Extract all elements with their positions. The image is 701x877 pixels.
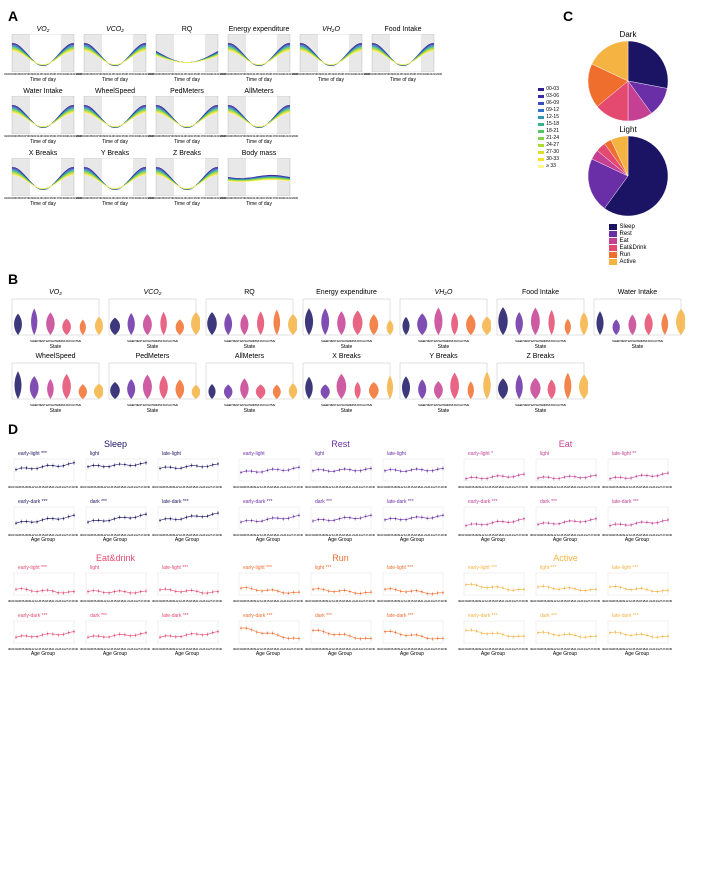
d-group-run: Runearly-light ***00-03 03-06 06-09 09-1… (233, 553, 448, 661)
chart-bodymass: Body mass01:00 03:00 05:00 07:00 09:00 1… (224, 150, 294, 210)
panel-d-label: D (8, 421, 693, 437)
violin-rq: RQSLEEP REST EAT EAT&DRINK RUN ACTIVESta… (202, 289, 297, 351)
panel-c-label: C (563, 8, 573, 24)
panel-a: VO₂01:00 03:00 05:00 07:00 09:00 11:00 1… (8, 26, 559, 210)
d-group-eat: Eatearly-light *00-03 03-06 06-09 09-12 … (458, 439, 673, 547)
chart-xbreaks: X Breaks01:00 03:00 05:00 07:00 09:00 11… (8, 150, 78, 210)
violin-foodintake: Food IntakeSLEEP REST EAT EAT&DRINK RUN … (493, 289, 588, 351)
chart-zbreaks: Z Breaks01:00 03:00 05:00 07:00 09:00 11… (152, 150, 222, 210)
pie-light-chart (588, 136, 668, 216)
violin-vco: VCO₂SLEEP REST EAT EAT&DRINK RUN ACTIVES… (105, 289, 200, 351)
chart-waterintake: Water Intake01:00 03:00 05:00 07:00 09:0… (8, 88, 78, 148)
violin-ybreaks: Y BreaksSLEEP REST EAT EAT&DRINK RUN ACT… (396, 353, 491, 415)
violin-wheelspeed: WheelSpeedSLEEP REST EAT EAT&DRINK RUN A… (8, 353, 103, 415)
state-legend: SleepRestEatEat&DrinkRunActive (609, 224, 646, 265)
chart-vo: VO₂01:00 03:00 05:00 07:00 09:00 11:00 1… (8, 26, 78, 86)
violin-vo: VO₂SLEEP REST EAT EAT&DRINK RUN ACTIVESt… (8, 289, 103, 351)
age-legend: 00-0303-0606-0909-1212-1515-1818-2121-24… (538, 86, 559, 169)
chart-foodintake: Food Intake01:00 03:00 05:00 07:00 09:00… (368, 26, 438, 86)
violin-xbreaks: X BreaksSLEEP REST EAT EAT&DRINK RUN ACT… (299, 353, 394, 415)
violin-allmeters: AllMetersSLEEP REST EAT EAT&DRINK RUN AC… (202, 353, 297, 415)
d-group-sleep: Sleepearly-light ***00-03 03-06 06-09 09… (8, 439, 223, 547)
d-group-rest: Restearly-light 00-03 03-06 06-09 09-12 … (233, 439, 448, 547)
violin-waterintake: Water IntakeSLEEP REST EAT EAT&DRINK RUN… (590, 289, 685, 351)
d-group-eatdrink: Eat&drinkearly-light ***00-03 03-06 06-0… (8, 553, 223, 661)
chart-rq: RQ01:00 03:00 05:00 07:00 09:00 11:00 13… (152, 26, 222, 86)
panel-b: VO₂SLEEP REST EAT EAT&DRINK RUN ACTIVESt… (8, 289, 693, 415)
chart-vco: VCO₂01:00 03:00 05:00 07:00 09:00 11:00 … (80, 26, 150, 86)
panel-b-label: B (8, 271, 693, 287)
violin-zbreaks: Z BreaksSLEEP REST EAT EAT&DRINK RUN ACT… (493, 353, 588, 415)
violin-vho: VH₂OSLEEP REST EAT EAT&DRINK RUN ACTIVES… (396, 289, 491, 351)
violin-energyexpenditure: Energy expenditureSLEEP REST EAT EAT&DRI… (299, 289, 394, 351)
chart-allmeters: AllMeters01:00 03:00 05:00 07:00 09:00 1… (224, 88, 294, 148)
pie-dark-chart (588, 41, 668, 121)
chart-pedmeters: PedMeters01:00 03:00 05:00 07:00 09:00 1… (152, 88, 222, 148)
violin-pedmeters: PedMetersSLEEP REST EAT EAT&DRINK RUN AC… (105, 353, 200, 415)
panel-a-label: A (8, 8, 559, 24)
chart-wheelspeed: WheelSpeed01:00 03:00 05:00 07:00 09:00 … (80, 88, 150, 148)
pie-dark: Dark (588, 30, 668, 121)
panel-d: Sleepearly-light ***00-03 03-06 06-09 09… (8, 439, 693, 661)
pie-light: Light (588, 125, 668, 216)
d-group-active: Activeearly-light ***00-03 03-06 06-09 0… (458, 553, 673, 661)
chart-energyexpenditure: Energy expenditure01:00 03:00 05:00 07:0… (224, 26, 294, 86)
chart-vho: VH₂O01:00 03:00 05:00 07:00 09:00 11:00 … (296, 26, 366, 86)
chart-ybreaks: Y Breaks01:00 03:00 05:00 07:00 09:00 11… (80, 150, 150, 210)
